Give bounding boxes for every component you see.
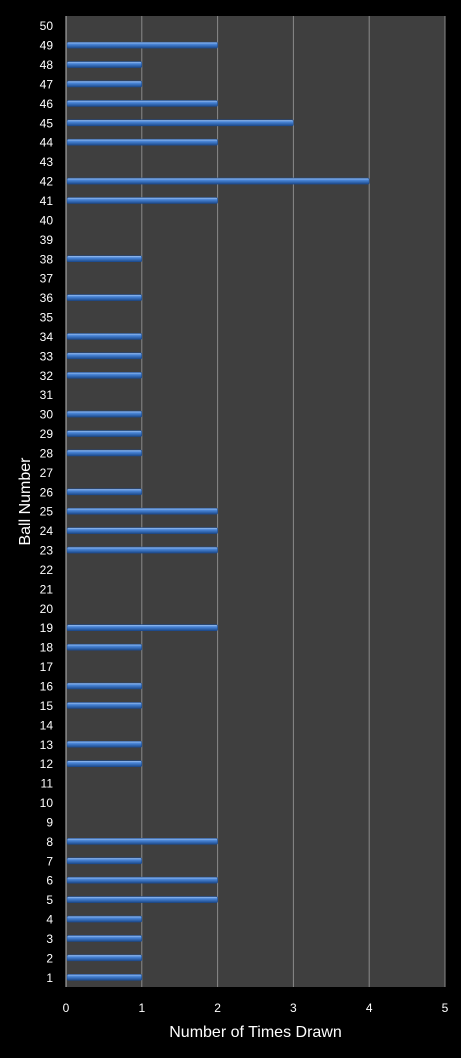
y-tick-label: 30 — [40, 408, 54, 422]
y-tick-label: 47 — [40, 77, 54, 91]
y-axis-title: Ball Number — [17, 457, 34, 546]
y-tick-label: 16 — [40, 679, 54, 693]
bar-ball-12 — [66, 760, 143, 767]
y-tick-label: 25 — [40, 505, 54, 519]
bar-ball-13 — [66, 740, 143, 748]
y-tick-label: 44 — [40, 136, 54, 150]
y-tick-label: 32 — [40, 369, 54, 383]
y-tick-label: 33 — [40, 349, 54, 363]
y-tick-label: 18 — [40, 641, 54, 655]
y-tick-label: 11 — [41, 777, 54, 791]
y-tick-label: 7 — [46, 854, 53, 868]
y-tick-label: 34 — [40, 330, 54, 344]
y-tick-label: 21 — [40, 582, 54, 596]
bar-ball-1 — [66, 973, 143, 981]
bar-ball-8 — [66, 838, 218, 845]
x-tick-label: 5 — [442, 1001, 449, 1015]
y-tick-label: 42 — [40, 175, 54, 189]
bar-ball-15 — [66, 702, 143, 709]
bar-ball-24 — [66, 527, 218, 534]
bar-ball-46 — [66, 100, 218, 107]
bar-ball-23 — [66, 546, 218, 554]
bar-ball-2 — [66, 954, 143, 962]
bar-ball-5 — [66, 896, 218, 903]
y-tick-label: 49 — [40, 39, 54, 53]
y-tick-label: 22 — [40, 563, 54, 577]
y-tick-label: 37 — [40, 272, 54, 286]
y-tick-label: 10 — [40, 796, 54, 810]
x-tick-label: 0 — [63, 1001, 70, 1015]
y-tick-label: 9 — [46, 815, 53, 829]
y-tick-label: 27 — [40, 466, 54, 480]
y-tick-label: 23 — [40, 544, 54, 558]
x-axis-title: Number of Times Drawn — [169, 1024, 342, 1041]
bar-ball-25 — [66, 507, 218, 515]
y-tick-label: 46 — [40, 97, 54, 111]
bar-ball-41 — [66, 197, 218, 204]
y-tick-label: 40 — [40, 213, 54, 227]
bar-ball-34 — [66, 333, 143, 340]
y-tick-label: 43 — [40, 155, 54, 169]
y-tick-label: 3 — [46, 932, 53, 946]
bar-ball-30 — [66, 410, 143, 418]
bar-ball-48 — [66, 61, 143, 68]
y-tick-label: 31 — [40, 388, 54, 402]
bar-ball-26 — [66, 488, 143, 496]
bar-ball-38 — [66, 255, 143, 263]
y-tick-label: 19 — [40, 621, 54, 635]
y-tick-label: 41 — [40, 194, 54, 208]
y-tick-label: 8 — [46, 835, 53, 849]
bar-ball-47 — [66, 80, 143, 88]
y-tick-label: 38 — [40, 252, 54, 266]
y-tick-label: 6 — [46, 874, 53, 888]
x-tick-label: 1 — [138, 1001, 145, 1015]
y-tick-label: 13 — [40, 738, 54, 752]
bar-series — [66, 41, 370, 981]
y-tick-label: 28 — [40, 446, 54, 460]
bar-ball-4 — [66, 915, 143, 923]
y-tick-label: 1 — [46, 971, 53, 985]
bar-ball-33 — [66, 352, 143, 360]
y-tick-label: 45 — [40, 116, 54, 130]
x-tick-label: 2 — [214, 1001, 221, 1015]
x-tick-label: 3 — [290, 1001, 297, 1015]
bar-ball-3 — [66, 935, 143, 942]
bar-ball-28 — [66, 449, 143, 457]
y-tick-label: 2 — [46, 951, 53, 965]
bar-ball-29 — [66, 430, 143, 437]
y-tick-label: 39 — [40, 233, 54, 247]
bar-ball-19 — [66, 624, 218, 632]
y-tick-label: 24 — [40, 524, 54, 538]
bar-ball-45 — [66, 119, 294, 127]
y-tick-label: 36 — [40, 291, 54, 305]
y-tick-labels: 1234567891011121314151617181920212223242… — [40, 19, 54, 985]
y-tick-label: 50 — [40, 19, 54, 33]
y-tick-label: 4 — [46, 913, 53, 927]
y-tick-label: 20 — [40, 602, 54, 616]
y-tick-label: 14 — [40, 718, 54, 732]
x-tick-label: 4 — [366, 1001, 373, 1015]
bar-ball-49 — [66, 41, 218, 49]
bar-ball-42 — [66, 177, 370, 185]
y-tick-label: 15 — [40, 699, 54, 713]
bar-ball-32 — [66, 371, 143, 379]
bar-ball-7 — [66, 857, 143, 865]
bar-ball-18 — [66, 643, 143, 651]
bar-ball-6 — [66, 876, 218, 884]
y-tick-label: 17 — [40, 660, 54, 674]
bar-ball-44 — [66, 138, 218, 146]
bar-ball-36 — [66, 294, 143, 301]
y-tick-label: 5 — [46, 893, 53, 907]
y-tick-label: 48 — [40, 58, 54, 72]
y-tick-label: 35 — [40, 311, 54, 325]
y-tick-label: 26 — [40, 485, 54, 499]
y-tick-label: 12 — [40, 757, 54, 771]
bar-ball-16 — [66, 682, 143, 690]
y-tick-label: 29 — [40, 427, 54, 441]
x-tick-labels: 0 1 2 3 4 5 — [63, 1001, 449, 1015]
